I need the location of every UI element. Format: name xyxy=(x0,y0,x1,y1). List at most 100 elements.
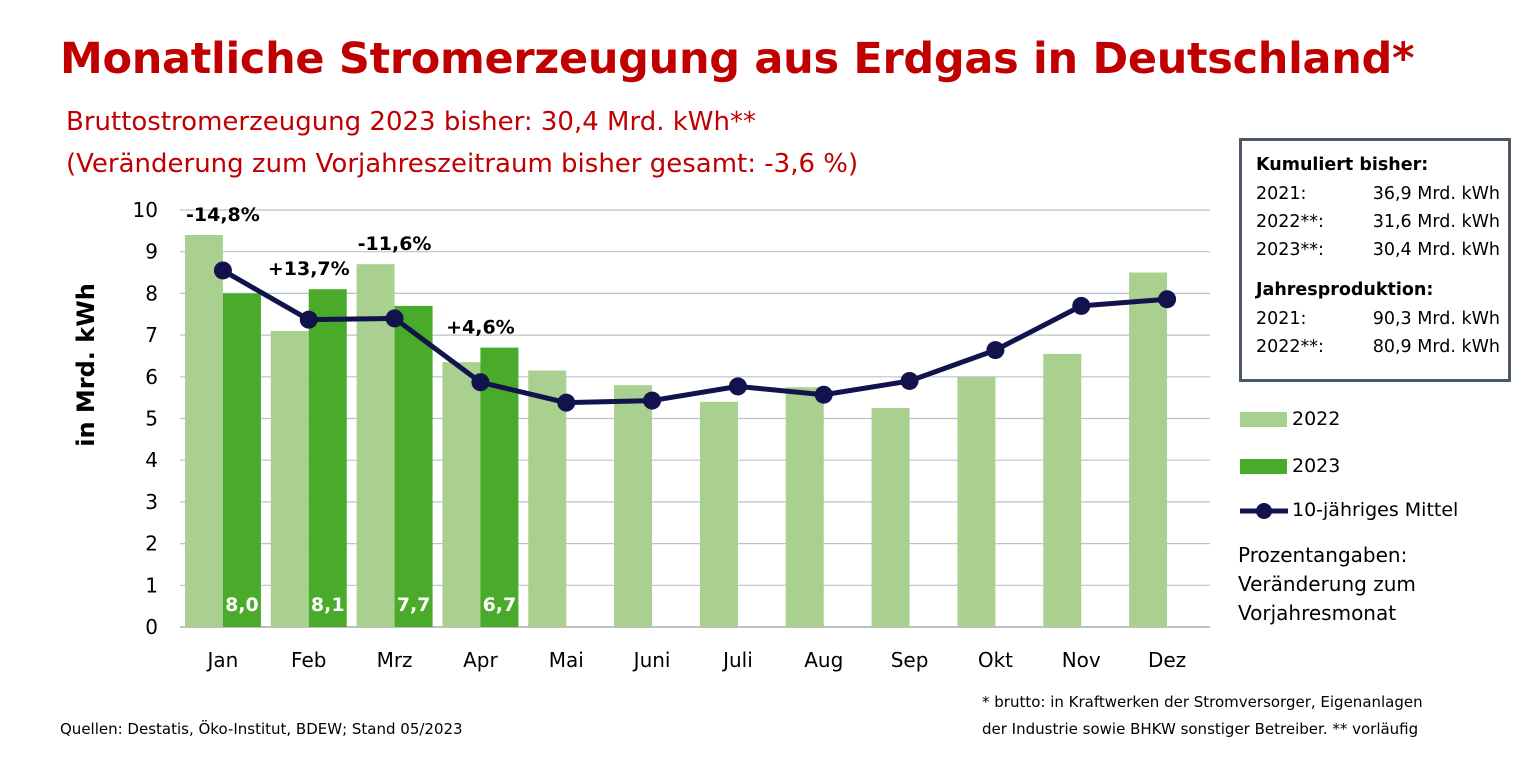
x-tick-label: Jan xyxy=(205,648,238,672)
legend-swatch-2023 xyxy=(1240,459,1287,474)
x-tick-label: Dez xyxy=(1148,648,1186,672)
bar-2022 xyxy=(442,362,481,627)
percent-note: Prozentangaben: Veränderung zum Vorjahre… xyxy=(1238,541,1416,628)
year: 2021: xyxy=(1256,184,1307,204)
bar-2022 xyxy=(871,408,910,627)
chart-area: 0 1 2 3 4 5 6 7 8 9 10 8,0 8,1 7,7 6,7 -14,8% +13,7% -11… xyxy=(133,198,1210,672)
note-line: Veränderung zum xyxy=(1238,572,1416,596)
bar-2023 xyxy=(222,293,261,627)
average-point xyxy=(900,371,919,390)
value: 90,3 Mrd. kWh xyxy=(1372,309,1500,329)
cumulative-info-box: Kumuliert bisher: 2021: 36,9 Mrd. kWh 202… xyxy=(1239,138,1511,382)
bar-2022 xyxy=(528,370,567,627)
bar-2022 xyxy=(1129,272,1168,627)
year: 2021: xyxy=(1256,309,1307,329)
legend-label-2022: 2022 xyxy=(1292,408,1341,430)
footnote-line-1: * brutto: in Kraftwerken der Stromversor… xyxy=(982,693,1423,711)
x-tick-label: Sep xyxy=(891,648,929,672)
legend-line-marker-icon xyxy=(1240,503,1288,519)
average-line-path xyxy=(221,268,1168,406)
x-tick-labels: Jan Feb Mrz Apr Mai Juni Juli Aug Sep Okt Nov Dez xyxy=(205,648,1186,672)
percent-change-annotation: +13,7% xyxy=(268,258,350,280)
average-point xyxy=(814,385,833,404)
y-tick-label: 7 xyxy=(145,323,158,347)
bar-2023 xyxy=(480,347,519,627)
average-point xyxy=(557,393,576,412)
y-tick-label: 2 xyxy=(145,532,158,556)
cumulative-row: 2022**: 31,6 Mrd. kWh xyxy=(1256,208,1508,236)
source-note: Quellen: Destatis, Öko-Institut, BDEW; S… xyxy=(60,720,463,738)
cumulative-row: 2021: 36,9 Mrd. kWh xyxy=(1256,180,1508,208)
value: 36,9 Mrd. kWh xyxy=(1372,184,1500,204)
y-tick-label: 10 xyxy=(133,198,158,222)
legend-label-average: 10-jähriges Mittel xyxy=(1292,499,1459,521)
year: 2022**: xyxy=(1256,212,1324,232)
subtitle-change: (Veränderung zum Vorjahreszeitraum bishe… xyxy=(66,149,859,179)
cumulative-heading: Kumuliert bisher: xyxy=(1256,155,1429,175)
y-tick-label: 0 xyxy=(145,615,158,639)
x-tick-label: Juli xyxy=(721,648,753,672)
percent-change-annotation: +4,6% xyxy=(446,317,515,339)
subtitle-total: Bruttostromerzeugung 2023 bisher: 30,4 M… xyxy=(66,107,756,137)
data-labels: 8,0 8,1 7,7 6,7 -14,8% +13,7% -11,6% +4,6% xyxy=(186,204,516,616)
average-point xyxy=(299,310,318,329)
data-label-2023: 8,0 xyxy=(225,594,259,616)
year: 2022**: xyxy=(1256,337,1324,357)
chart-title: Monatliche Stromerzeugung aus Erdgas in … xyxy=(60,34,1415,84)
y-tick-label: 1 xyxy=(145,573,158,597)
x-tick-label: Feb xyxy=(291,648,326,672)
y-tick-label: 3 xyxy=(145,490,158,514)
percent-change-annotation: -14,8% xyxy=(186,204,260,226)
average-point xyxy=(471,373,490,392)
average-point xyxy=(1158,290,1177,309)
value: 30,4 Mrd. kWh xyxy=(1372,240,1500,260)
x-tick-label: Juni xyxy=(632,648,671,672)
gridlines xyxy=(180,209,1210,628)
x-tick-label: Mai xyxy=(549,648,584,672)
average-point xyxy=(728,377,747,396)
bar-2022 xyxy=(1043,353,1082,627)
bar-2023 xyxy=(394,305,433,627)
data-label-2023: 6,7 xyxy=(483,594,517,616)
y-tick-label: 5 xyxy=(145,407,158,431)
value: 31,6 Mrd. kWh xyxy=(1372,212,1500,232)
bar-2022 xyxy=(614,385,653,627)
note-line: Prozentangaben: xyxy=(1238,543,1408,567)
note-line: Vorjahresmonat xyxy=(1238,601,1397,625)
year: 2023**: xyxy=(1256,240,1324,260)
y-tick-label: 4 xyxy=(145,448,158,472)
percent-change-annotation: -11,6% xyxy=(358,233,432,255)
value: 80,9 Mrd. kWh xyxy=(1372,337,1500,357)
data-label-2023: 8,1 xyxy=(311,594,345,616)
x-tick-label: Apr xyxy=(463,648,498,672)
average-point xyxy=(643,391,662,410)
bar-2022 xyxy=(699,401,738,627)
footnote-line-2: der Industrie sowie BHKW sonstiger Betre… xyxy=(982,720,1419,738)
x-tick-label: Okt xyxy=(978,648,1013,672)
bar-2022 xyxy=(957,376,996,627)
y-tick-label: 9 xyxy=(145,240,158,264)
average-line xyxy=(213,261,1177,412)
average-point xyxy=(1072,296,1091,315)
average-point xyxy=(213,261,232,280)
x-tick-label: Mrz xyxy=(377,648,413,672)
bar-2022 xyxy=(184,235,223,627)
x-tick-label: Nov xyxy=(1062,648,1101,672)
data-label-2023: 7,7 xyxy=(397,594,431,616)
y-tick-label: 8 xyxy=(145,281,158,305)
average-point xyxy=(986,341,1005,360)
bar-2023 xyxy=(308,289,347,627)
legend-label-2023: 2023 xyxy=(1292,455,1341,477)
y-tick-labels: 0 1 2 3 4 5 6 7 8 9 10 xyxy=(133,198,158,639)
bar-2022 xyxy=(785,387,824,627)
bar-2022 xyxy=(270,330,309,627)
average-point xyxy=(385,309,404,328)
annual-row: 2022**: 80,9 Mrd. kWh xyxy=(1256,333,1508,361)
annual-heading: Jahresproduktion: xyxy=(1256,280,1434,300)
y-tick-label: 6 xyxy=(145,365,158,389)
cumulative-row: 2023**: 30,4 Mrd. kWh xyxy=(1256,236,1508,264)
annual-row: 2021: 90,3 Mrd. kWh xyxy=(1256,305,1508,333)
x-tick-label: Aug xyxy=(804,648,843,672)
legend-swatch-2022 xyxy=(1240,412,1287,427)
bars xyxy=(184,235,1168,627)
